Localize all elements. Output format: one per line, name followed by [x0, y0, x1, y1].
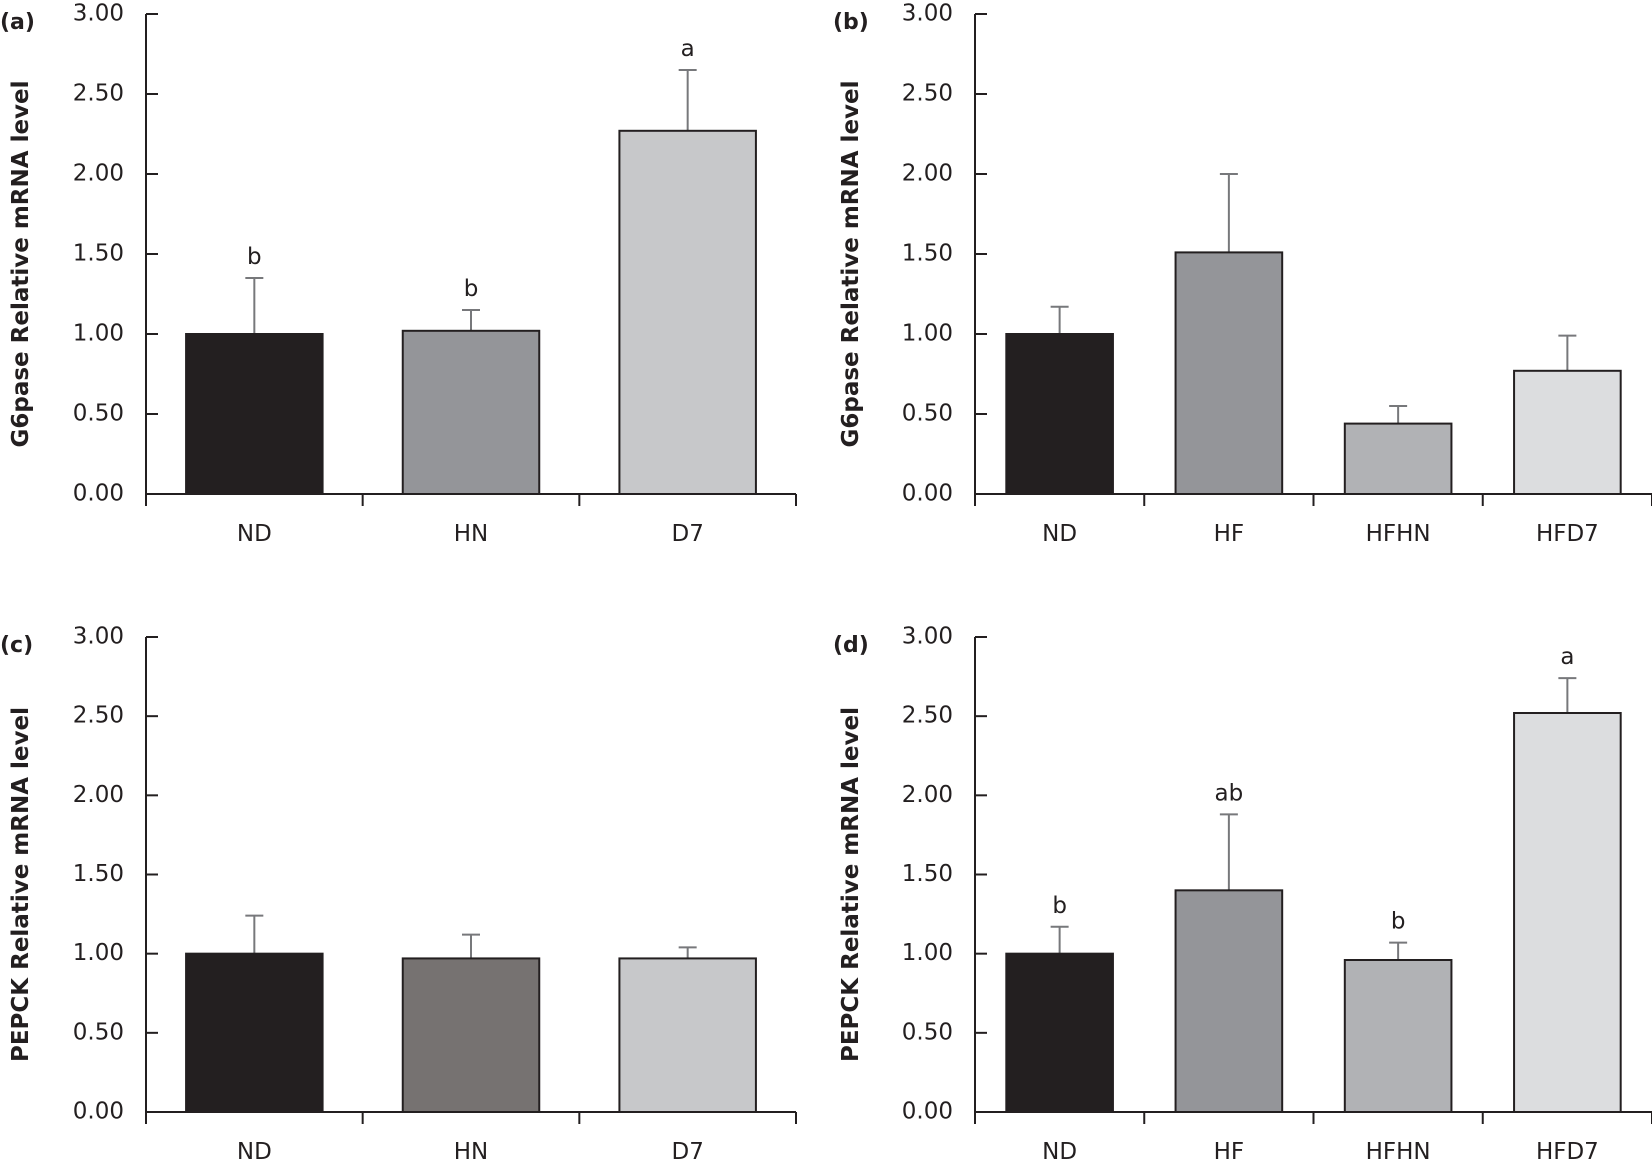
y-tick-label: 3.00 — [902, 1, 953, 27]
bar-hfhn — [1343, 959, 1453, 1113]
y-tick-label: 0.00 — [73, 1099, 124, 1125]
y-axis-title: G6pase Relative mRNA level — [838, 80, 864, 447]
x-tick-label: HFD7 — [1536, 521, 1599, 547]
x-tick-label: ND — [237, 1139, 272, 1165]
bar-d7 — [618, 129, 757, 496]
y-tick-label: 1.50 — [73, 241, 124, 267]
panel-a: (a) G6pase Relative mRNA level 0.00 0.50 1.0… — [0, 1, 797, 547]
y-tick-label: 2.00 — [902, 782, 953, 808]
x-tick-label: HFD7 — [1536, 1139, 1599, 1165]
panel-label: (d) — [833, 633, 869, 658]
y-tick-label: 2.50 — [73, 703, 124, 729]
y-tick-label: 3.00 — [73, 624, 124, 650]
y-tick-label: 2.50 — [73, 81, 124, 107]
bar-hfhn — [1343, 422, 1453, 496]
x-tick-label: HN — [454, 1139, 489, 1165]
y-tick-label: 0.00 — [902, 1099, 953, 1125]
y-tick-label: 0.00 — [73, 481, 124, 507]
bar-hf — [1174, 889, 1284, 1113]
significance-label: a — [681, 36, 695, 62]
bar-nd — [185, 333, 324, 495]
y-tick-label: 1.00 — [73, 321, 124, 347]
x-tick-label: ND — [1042, 521, 1077, 547]
x-tick-label: HFHN — [1366, 1139, 1431, 1165]
bar-hfd7 — [1513, 369, 1622, 495]
y-tick-label: 2.00 — [73, 782, 124, 808]
y-tick-label: 1.00 — [902, 321, 953, 347]
x-tick-label: HN — [454, 521, 489, 547]
panel-label: (c) — [0, 633, 33, 658]
panel-b: (b) G6pase Relative mRNA level 0.00 0.50 1.0… — [833, 1, 1652, 547]
bar-hf — [1174, 251, 1284, 495]
x-tick-label: HFHN — [1366, 521, 1431, 547]
y-tick-label: 0.00 — [902, 481, 953, 507]
y-tick-label: 0.50 — [73, 401, 124, 427]
y-tick-label: 1.50 — [73, 861, 124, 887]
y-tick-label: 0.50 — [902, 1019, 953, 1045]
significance-label: a — [1560, 644, 1574, 670]
significance-label: b — [1052, 893, 1067, 919]
y-tick-label: 1.50 — [902, 241, 953, 267]
y-tick-label: 2.00 — [902, 161, 953, 187]
y-axis-title: G6pase Relative mRNA level — [8, 80, 34, 447]
panel-label: (b) — [833, 10, 869, 35]
y-tick-label: 1.00 — [902, 940, 953, 966]
panel-label: (a) — [0, 10, 35, 35]
y-tick-label: 3.00 — [73, 1, 124, 27]
y-tick-label: 1.00 — [73, 940, 124, 966]
bar-hn — [401, 957, 541, 1114]
significance-label: ab — [1215, 780, 1244, 806]
y-axis-title: PEPCK Relative mRNA level — [8, 707, 34, 1062]
y-tick-label: 2.50 — [902, 81, 953, 107]
x-tick-label: HF — [1214, 521, 1245, 547]
x-tick-label: ND — [237, 521, 272, 547]
y-tick-label: 0.50 — [902, 401, 953, 427]
x-tick-label: ND — [1042, 1139, 1077, 1165]
y-tick-label: 2.00 — [73, 161, 124, 187]
bar-nd — [185, 952, 324, 1114]
y-axis-title: PEPCK Relative mRNA level — [838, 707, 864, 1062]
panel-c: (c) PEPCK Relative mRNA level 0.00 0.50 1.00… — [0, 624, 797, 1165]
y-tick-label: 0.50 — [73, 1019, 124, 1045]
x-tick-label: D7 — [671, 1139, 703, 1165]
y-tick-label: 2.50 — [902, 703, 953, 729]
significance-label: b — [247, 244, 262, 270]
x-tick-label: HF — [1214, 1139, 1245, 1165]
x-tick-label: D7 — [671, 521, 703, 547]
bar-hfd7 — [1513, 712, 1622, 1113]
bar-hn — [401, 329, 541, 495]
y-tick-label: 3.00 — [902, 624, 953, 650]
bar-d7 — [618, 957, 757, 1114]
panel-d: (d) PEPCK Relative mRNA level 0.00 0.50 1.00… — [833, 624, 1652, 1165]
significance-label: b — [464, 276, 479, 302]
y-tick-label: 1.50 — [902, 861, 953, 887]
bar-nd — [1005, 333, 1114, 495]
bar-nd — [1005, 952, 1114, 1114]
significance-label: b — [1391, 909, 1406, 935]
